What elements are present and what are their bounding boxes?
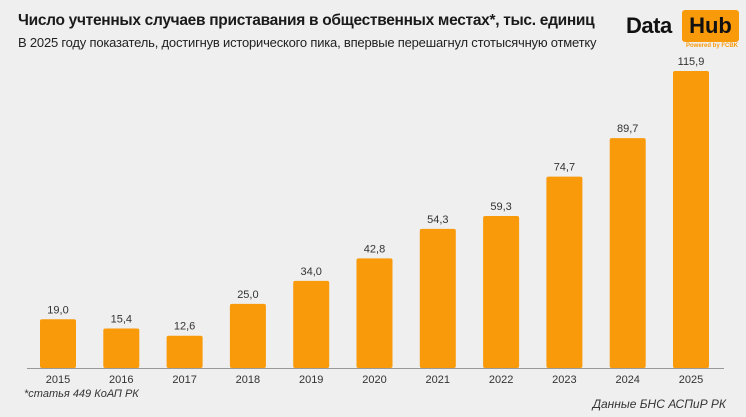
footnote: *статья 449 КоАП РК	[24, 388, 139, 400]
chart-title: Число учтенных случаев приставания в общ…	[18, 12, 595, 29]
bar-2019	[293, 280, 330, 368]
x-tick-label: 2019	[299, 374, 323, 386]
x-tick-label: 2024	[615, 374, 639, 386]
x-tick-label: 2016	[109, 374, 133, 386]
value-label: 59,3	[490, 201, 511, 213]
bar-2018	[229, 303, 266, 368]
bar-2023	[546, 176, 583, 368]
value-label: 15,4	[111, 314, 132, 326]
x-tick-label: 2022	[489, 374, 513, 386]
logo-powered-text: Powered by FCBK	[686, 43, 739, 49]
value-label: 54,3	[427, 214, 448, 226]
chart-subtitle: В 2025 году показатель, достигнув истори…	[18, 35, 597, 50]
value-label: 115,9	[678, 56, 705, 68]
x-tick-label: 2015	[46, 374, 70, 386]
value-label: 12,6	[174, 321, 195, 333]
logo-hub-text: Hub	[682, 10, 739, 42]
value-label: 25,0	[237, 289, 258, 301]
bar-2024	[609, 138, 646, 368]
value-label: 89,7	[617, 123, 638, 135]
value-label: 42,8	[364, 243, 385, 255]
x-tick-label: 2017	[172, 374, 196, 386]
bar-2017	[166, 335, 203, 368]
x-tick-label: 2018	[236, 374, 260, 386]
x-tick-label: 2020	[362, 374, 386, 386]
source-note: Данные БНС АСПиР РК	[592, 397, 726, 411]
x-tick-label: 2021	[426, 374, 450, 386]
logo-data-text: Data	[626, 13, 672, 38]
value-label: 19,0	[47, 304, 68, 316]
bar-2022	[483, 216, 520, 368]
bar-2025	[673, 71, 709, 368]
value-label: 34,0	[300, 266, 321, 278]
bar-2021	[419, 228, 456, 368]
x-tick-label: 2023	[552, 374, 576, 386]
value-label: 74,7	[554, 162, 575, 174]
x-tick-label: 2025	[679, 374, 703, 386]
bar-2016	[103, 328, 140, 368]
bar-2015	[40, 319, 76, 368]
bar-2020	[356, 258, 393, 368]
